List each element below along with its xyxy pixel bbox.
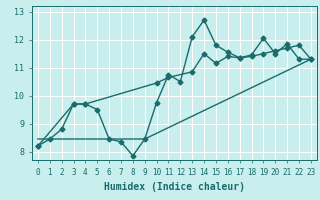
X-axis label: Humidex (Indice chaleur): Humidex (Indice chaleur) xyxy=(104,182,245,192)
